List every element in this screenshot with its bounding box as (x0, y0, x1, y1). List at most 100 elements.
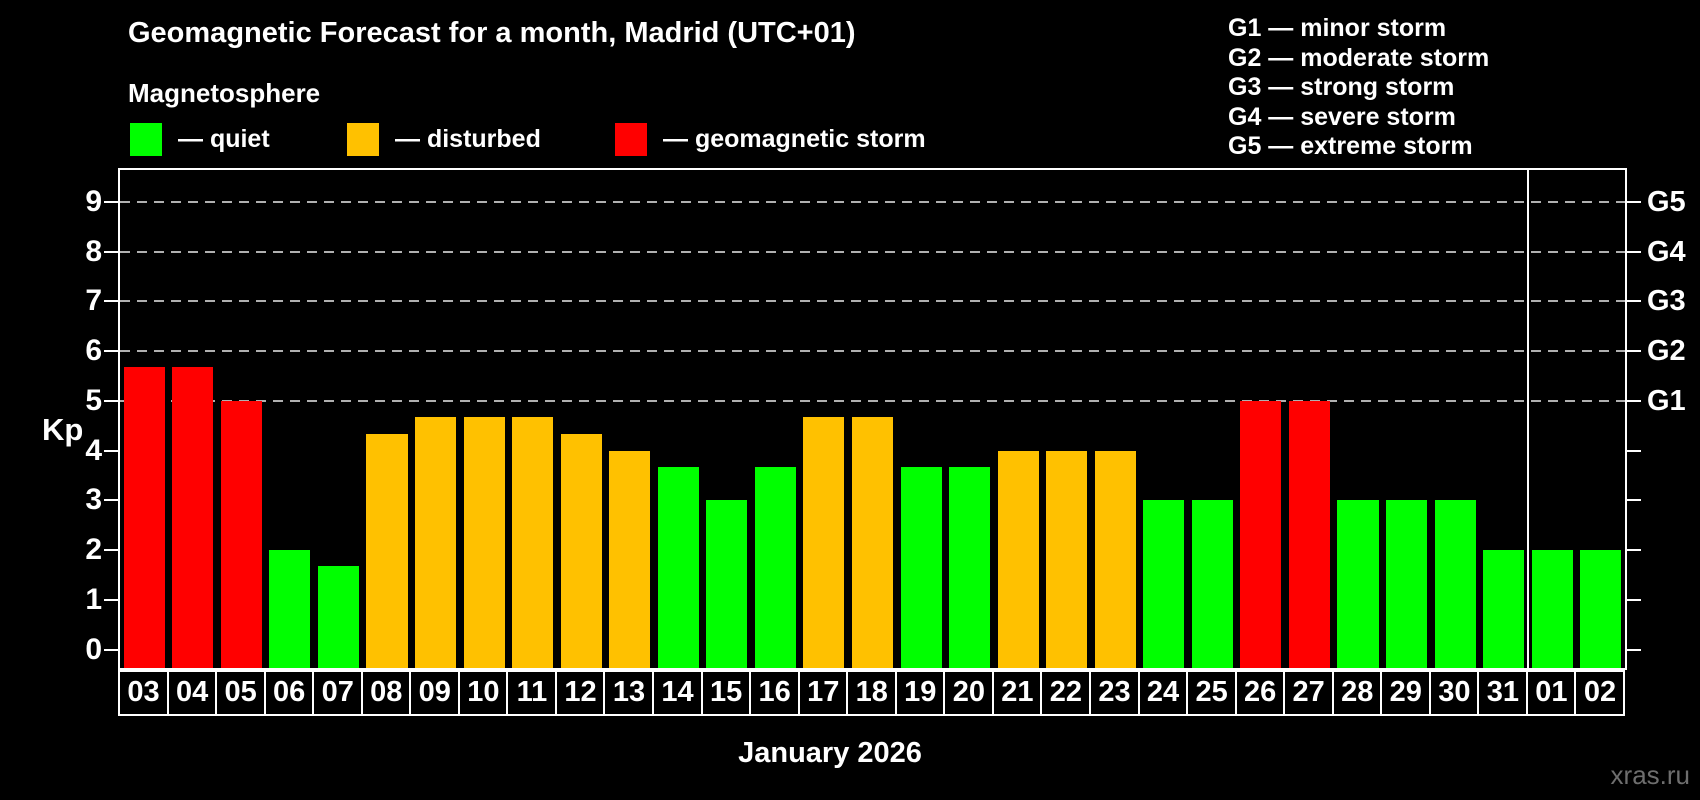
kp-bar-01 (1531, 550, 1573, 668)
kp-bar-14 (657, 466, 699, 668)
y-tick-right-0 (1627, 648, 1641, 651)
kp-bar-19 (900, 466, 942, 668)
kp-bar-08 (366, 434, 408, 668)
y-tick-label-3: 3 (85, 483, 102, 517)
kp-bar-17 (803, 417, 845, 668)
kp-bar-27 (1288, 400, 1330, 668)
date-cell-28: 28 (1331, 670, 1383, 716)
y-tick-right-6 (1627, 350, 1641, 352)
y-axis-title: Kp (42, 412, 84, 447)
date-cell-09: 09 (409, 670, 461, 716)
date-cell-11: 11 (506, 670, 558, 716)
kp-bar-07 (317, 566, 359, 668)
date-cell-08: 08 (360, 670, 412, 716)
date-cell-25: 25 (1186, 670, 1238, 716)
gridline-kp8 (120, 250, 1625, 253)
month-separator-line (1526, 170, 1530, 668)
kp-bar-24 (1143, 500, 1185, 668)
date-cell-19: 19 (894, 670, 946, 716)
y-tick-right-4 (1627, 449, 1641, 452)
g-axis-label-g5: G5 (1647, 185, 1686, 218)
legend-swatch-disturbed (347, 123, 379, 156)
date-cell-21: 21 (991, 670, 1043, 716)
y-tick-left-0 (104, 648, 118, 651)
date-cell-20: 20 (943, 670, 995, 716)
kp-bar-30 (1434, 500, 1476, 668)
y-tick-left-8 (104, 250, 118, 253)
g-legend-item-g2: G2 — moderate storm (1228, 43, 1490, 72)
legend-swatch-quiet (130, 123, 162, 156)
kp-bar-22 (1046, 450, 1088, 668)
plot-area: Kp 0 1 2 3 4 5 6 7 8 9 G1 G2 G3 G4 G5 (42, 168, 1686, 670)
kp-bar-31 (1483, 550, 1525, 668)
g-axis-label-g1: G1 (1647, 384, 1686, 417)
date-cell-23: 23 (1088, 670, 1140, 716)
y-tick-right-3 (1627, 499, 1641, 502)
date-cell-07: 07 (312, 670, 364, 716)
date-cell-27: 27 (1283, 670, 1335, 716)
date-cell-16: 16 (749, 670, 801, 716)
kp-bar-03 (123, 367, 165, 668)
date-cell-14: 14 (652, 670, 704, 716)
date-cell-15: 15 (700, 670, 752, 716)
kp-bar-20 (949, 466, 991, 668)
page-title: Geomagnetic Forecast for a month, Madrid… (128, 17, 856, 49)
date-cell-30: 30 (1428, 670, 1480, 716)
legend-label-disturbed: — disturbed (395, 125, 541, 153)
y-tick-label-2: 2 (85, 533, 102, 566)
date-cell-29: 29 (1380, 670, 1432, 716)
date-cell-01: 01 (1525, 670, 1577, 716)
gridline-kp9 (120, 200, 1625, 203)
gridline-kp7 (120, 300, 1625, 303)
y-tick-left-1 (104, 598, 118, 601)
y-tick-left-9 (104, 200, 118, 203)
kp-bar-11 (512, 417, 554, 668)
date-cell-13: 13 (603, 670, 655, 716)
g-legend-item-g5: G5 — extreme storm (1228, 132, 1473, 161)
kp-bar-05 (220, 400, 262, 668)
y-tick-left-3 (104, 499, 118, 502)
x-axis-title: January 2026 (738, 737, 922, 769)
g-legend-item-g4: G4 — severe storm (1228, 102, 1456, 131)
kp-bar-26 (1240, 400, 1282, 668)
y-tick-label-7: 7 (85, 284, 102, 318)
kp-bar-09 (415, 417, 457, 668)
g-legend-item-g1: G1 — minor storm (1228, 14, 1447, 42)
y-tick-left-5 (104, 399, 118, 402)
date-cell-18: 18 (846, 670, 898, 716)
gridline-kp5 (120, 399, 1625, 402)
date-cell-02: 02 (1574, 670, 1626, 716)
y-tick-label-6: 6 (85, 334, 102, 367)
kp-bar-25 (1191, 500, 1233, 668)
date-cell-05: 05 (215, 670, 267, 716)
y-tick-label-1: 1 (85, 582, 102, 616)
g-axis-label-g2: G2 (1647, 335, 1686, 367)
legend-label-storm: — geomagnetic storm (663, 125, 926, 153)
y-tick-label-8: 8 (85, 234, 102, 268)
y-tick-label-5: 5 (85, 383, 102, 417)
kp-bar-15 (706, 500, 748, 668)
g-legend-item-g3: G3 — strong storm (1228, 73, 1455, 102)
kp-bar-29 (1386, 500, 1428, 668)
y-tick-right-7 (1627, 300, 1641, 303)
y-tick-left-4 (104, 449, 118, 452)
kp-bar-10 (463, 417, 505, 668)
gridline-kp6 (120, 350, 1625, 352)
kp-bar-12 (560, 434, 602, 668)
y-tick-label-0: 0 (85, 632, 102, 666)
kp-bar-18 (851, 417, 894, 668)
y-tick-right-5 (1627, 399, 1641, 402)
kp-bar-16 (754, 466, 796, 668)
kp-bar-02 (1580, 550, 1622, 668)
date-axis-row: 03 04 05 06 07 08 09 10 11 12 13 14 15 16 17 18 19 20 21 22… (118, 670, 1627, 716)
y-tick-label-4: 4 (85, 433, 102, 467)
y-tick-left-2 (104, 549, 118, 551)
g-axis-label-g4: G4 (1647, 235, 1686, 268)
date-cell-10: 10 (457, 670, 509, 716)
date-cell-26: 26 (1234, 670, 1286, 716)
kp-bar-13 (609, 450, 651, 668)
y-tick-right-2 (1627, 549, 1641, 551)
y-tick-right-9 (1627, 200, 1641, 203)
legend-label-quiet: — quiet (178, 125, 270, 153)
y-tick-label-9: 9 (85, 184, 102, 218)
